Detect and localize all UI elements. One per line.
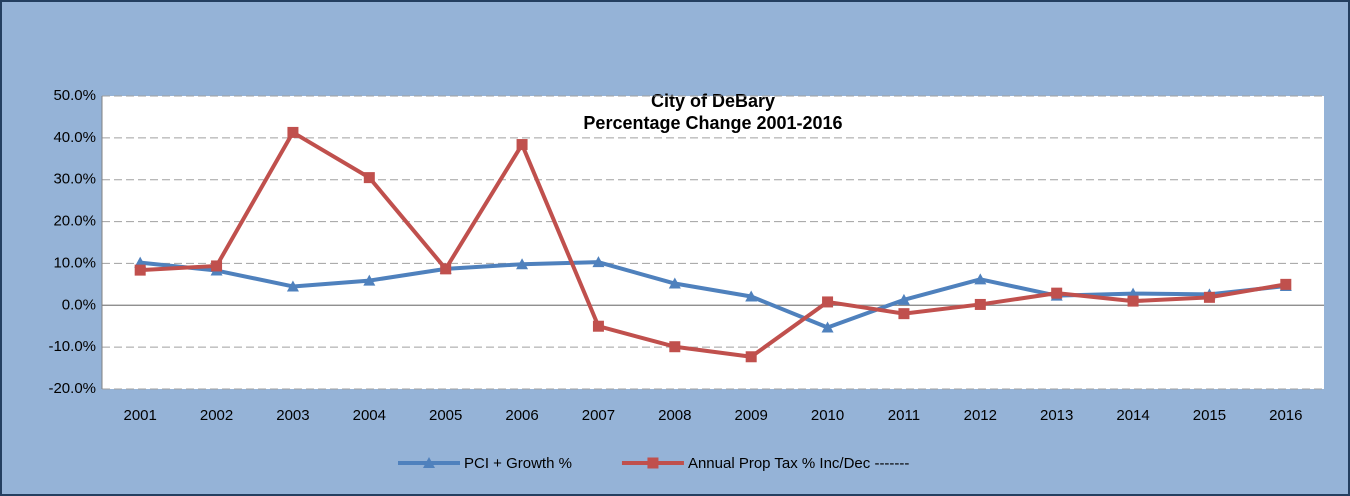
marker bbox=[745, 290, 758, 302]
x-tick-label: 2011 bbox=[888, 407, 920, 424]
y-tick-label: 50.0% bbox=[53, 87, 96, 104]
marker bbox=[669, 341, 681, 353]
y-tick-label: 40.0% bbox=[53, 129, 96, 146]
x-tick-label: 2015 bbox=[1193, 407, 1226, 424]
y-tick-label: 30.0% bbox=[53, 171, 96, 188]
y-tick-label: 20.0% bbox=[53, 213, 96, 230]
x-tick-label: 2013 bbox=[1040, 407, 1073, 424]
series-line bbox=[140, 130, 1287, 359]
marker bbox=[897, 293, 910, 305]
x-tick-label: 2008 bbox=[658, 407, 691, 424]
marker bbox=[516, 139, 528, 151]
marker bbox=[423, 457, 435, 468]
marker bbox=[822, 296, 834, 308]
marker bbox=[1051, 287, 1063, 299]
marker bbox=[516, 258, 529, 270]
x-tick-label: 2003 bbox=[276, 407, 309, 424]
x-tick-label: 2010 bbox=[811, 407, 844, 424]
marker bbox=[440, 263, 452, 275]
x-tick-label: 2001 bbox=[124, 407, 157, 424]
marker bbox=[647, 457, 659, 469]
chart-title: City of DeBary bbox=[651, 91, 775, 111]
y-tick-label: -20.0% bbox=[48, 380, 96, 397]
marker bbox=[363, 172, 375, 184]
marker bbox=[592, 320, 604, 332]
marker bbox=[363, 274, 376, 286]
marker bbox=[745, 351, 757, 363]
marker bbox=[286, 280, 299, 292]
x-tick-label: 2006 bbox=[505, 407, 538, 424]
x-tick-label: 2012 bbox=[964, 407, 997, 424]
x-tick-label: 2005 bbox=[429, 407, 462, 424]
marker bbox=[1203, 291, 1215, 303]
marker bbox=[592, 256, 605, 268]
marker bbox=[287, 126, 299, 138]
x-tick-label: 2009 bbox=[735, 407, 768, 424]
x-tick-label: 2016 bbox=[1269, 407, 1302, 424]
legend-label: PCI + Growth % bbox=[464, 455, 572, 472]
marker bbox=[1280, 278, 1292, 290]
marker bbox=[134, 264, 146, 276]
plot-area bbox=[102, 96, 1324, 389]
y-tick-label: -10.0% bbox=[48, 338, 96, 355]
x-tick-label: 2014 bbox=[1116, 407, 1149, 424]
x-tick-label: 2002 bbox=[200, 407, 233, 424]
marker bbox=[821, 321, 834, 333]
marker bbox=[211, 260, 223, 272]
marker bbox=[974, 298, 986, 310]
legend-label: Annual Prop Tax % Inc/Dec ------- bbox=[688, 455, 909, 472]
x-tick-label: 2007 bbox=[582, 407, 615, 424]
y-tick-label: 10.0% bbox=[53, 254, 96, 271]
marker bbox=[974, 273, 987, 285]
marker bbox=[898, 308, 910, 320]
series-line bbox=[139, 260, 1287, 330]
marker bbox=[668, 277, 681, 289]
marker bbox=[1127, 295, 1139, 307]
y-tick-label: 0.0% bbox=[62, 296, 96, 313]
x-tick-label: 2004 bbox=[353, 407, 386, 424]
chart-subtitle: Percentage Change 2001-2016 bbox=[583, 113, 842, 133]
